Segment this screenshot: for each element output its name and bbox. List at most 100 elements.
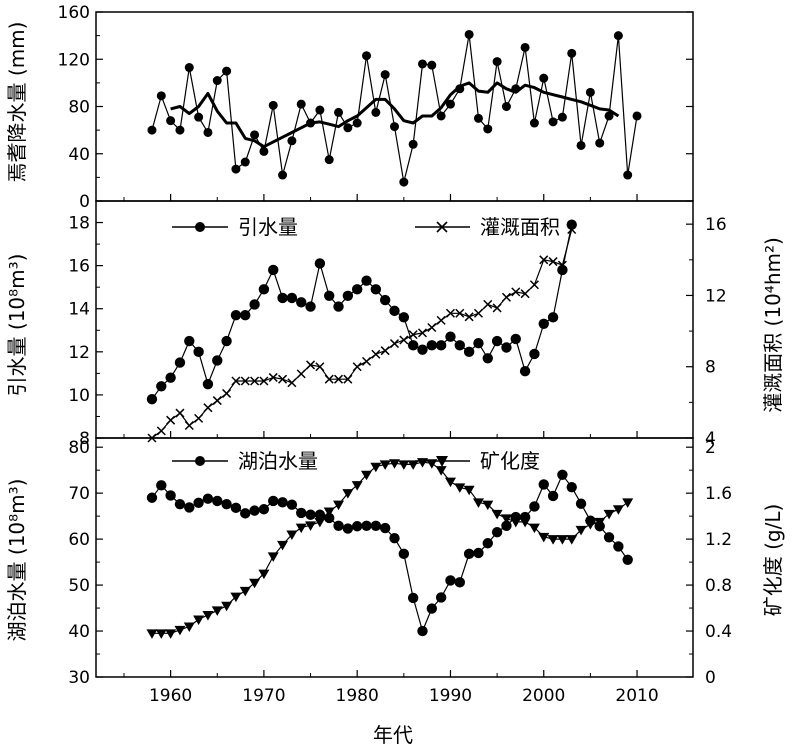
- data-point: [491, 527, 503, 538]
- data-point: [146, 394, 158, 405]
- data-point: [277, 540, 289, 551]
- data-point: [268, 100, 278, 110]
- data-point: [249, 578, 261, 589]
- data-point: [454, 577, 465, 588]
- x-tick-label: 1990: [429, 686, 472, 706]
- data-point: [351, 521, 363, 532]
- data-point: [370, 520, 382, 531]
- y2-tick-label: 16: [705, 215, 727, 235]
- data-point: [193, 615, 205, 626]
- data-point: [380, 346, 390, 356]
- data-point: [351, 284, 363, 295]
- data-point: [576, 140, 586, 150]
- data-point: [436, 111, 446, 121]
- data-point: [212, 355, 223, 366]
- data-point: [250, 376, 260, 386]
- data-point: [389, 339, 400, 349]
- data-point: [519, 517, 531, 528]
- data-point: [193, 346, 204, 358]
- data-point: [612, 505, 624, 515]
- data-point: [511, 287, 521, 297]
- data-point: [622, 498, 634, 508]
- data-point: [622, 554, 633, 565]
- data-point: [202, 378, 214, 390]
- data-point: [473, 547, 484, 559]
- data-point: [334, 107, 344, 117]
- data-point: [501, 520, 512, 531]
- data-point: [408, 330, 418, 340]
- data-point: [595, 138, 605, 148]
- data-point: [491, 335, 503, 347]
- data-point: [194, 413, 204, 423]
- data-point: [221, 498, 232, 510]
- data-point: [361, 520, 372, 531]
- data-point: [352, 362, 362, 372]
- y-tick-label: 80: [68, 98, 90, 118]
- panel-bottom-series: [146, 458, 634, 639]
- data-point: [221, 601, 233, 612]
- data-point: [482, 500, 494, 511]
- data-point: [538, 479, 549, 490]
- data-point: [435, 466, 447, 476]
- data-point: [463, 548, 475, 560]
- panel-bottom-ylabel-right: 矿化度 (g/L): [761, 504, 785, 617]
- x-tick-label: 2000: [522, 686, 565, 706]
- data-point: [222, 388, 232, 398]
- data-point: [379, 460, 391, 470]
- y2-tick-label: 4: [705, 429, 716, 449]
- y-tick-label: 16: [68, 257, 90, 277]
- data-point: [361, 470, 373, 481]
- x-axis-title: 年代: [373, 723, 413, 747]
- data-point: [361, 356, 372, 366]
- panel-top-series: [147, 29, 642, 187]
- panel-bottom-axes: 30 40 50 60 70 80 0 0.4 0.8 1.2 1.6 2 1960 1970 1980 19…: [68, 437, 732, 706]
- data-point: [520, 42, 530, 52]
- y2-tick-label: 2: [705, 438, 716, 458]
- data-point: [510, 517, 522, 528]
- legend-marker-lake: [195, 456, 205, 466]
- data-point: [482, 538, 493, 549]
- data-point: [146, 492, 158, 503]
- data-point: [240, 376, 250, 386]
- data-point: [286, 530, 298, 541]
- data-point: [175, 408, 185, 418]
- data-point: [165, 629, 177, 639]
- data-point: [520, 289, 530, 299]
- data-point: [258, 569, 270, 580]
- data-point: [399, 335, 409, 345]
- data-point: [528, 523, 540, 534]
- y-tick-label: 10: [68, 386, 90, 406]
- data-point: [584, 520, 596, 530]
- data-point: [623, 170, 633, 180]
- y2-tick-label: 0.4: [705, 622, 732, 642]
- data-point: [454, 483, 466, 493]
- data-point: [166, 116, 176, 126]
- y2-tick-label: 8: [705, 358, 716, 378]
- data-point: [472, 498, 484, 508]
- data-point: [539, 255, 549, 265]
- data-point: [259, 376, 269, 386]
- data-point: [211, 606, 223, 616]
- data-point: [613, 541, 624, 552]
- data-point: [575, 498, 587, 509]
- data-point: [547, 535, 559, 545]
- data-point: [389, 305, 400, 317]
- data-point: [174, 498, 186, 510]
- data-point: [389, 459, 400, 469]
- y2-tick-label: 0: [705, 668, 716, 688]
- data-point: [371, 349, 381, 359]
- data-point: [249, 505, 260, 516]
- data-point: [445, 99, 455, 109]
- panel-frame: [95, 437, 694, 678]
- data-point: [379, 522, 391, 534]
- data-point: [230, 309, 242, 321]
- data-point: [184, 502, 195, 513]
- data-point: [473, 308, 483, 318]
- data-point: [249, 299, 260, 310]
- y-tick-label: 8: [79, 429, 90, 449]
- data-point: [408, 139, 418, 149]
- data-point: [463, 485, 475, 496]
- data-point: [445, 308, 455, 318]
- data-point: [146, 629, 158, 639]
